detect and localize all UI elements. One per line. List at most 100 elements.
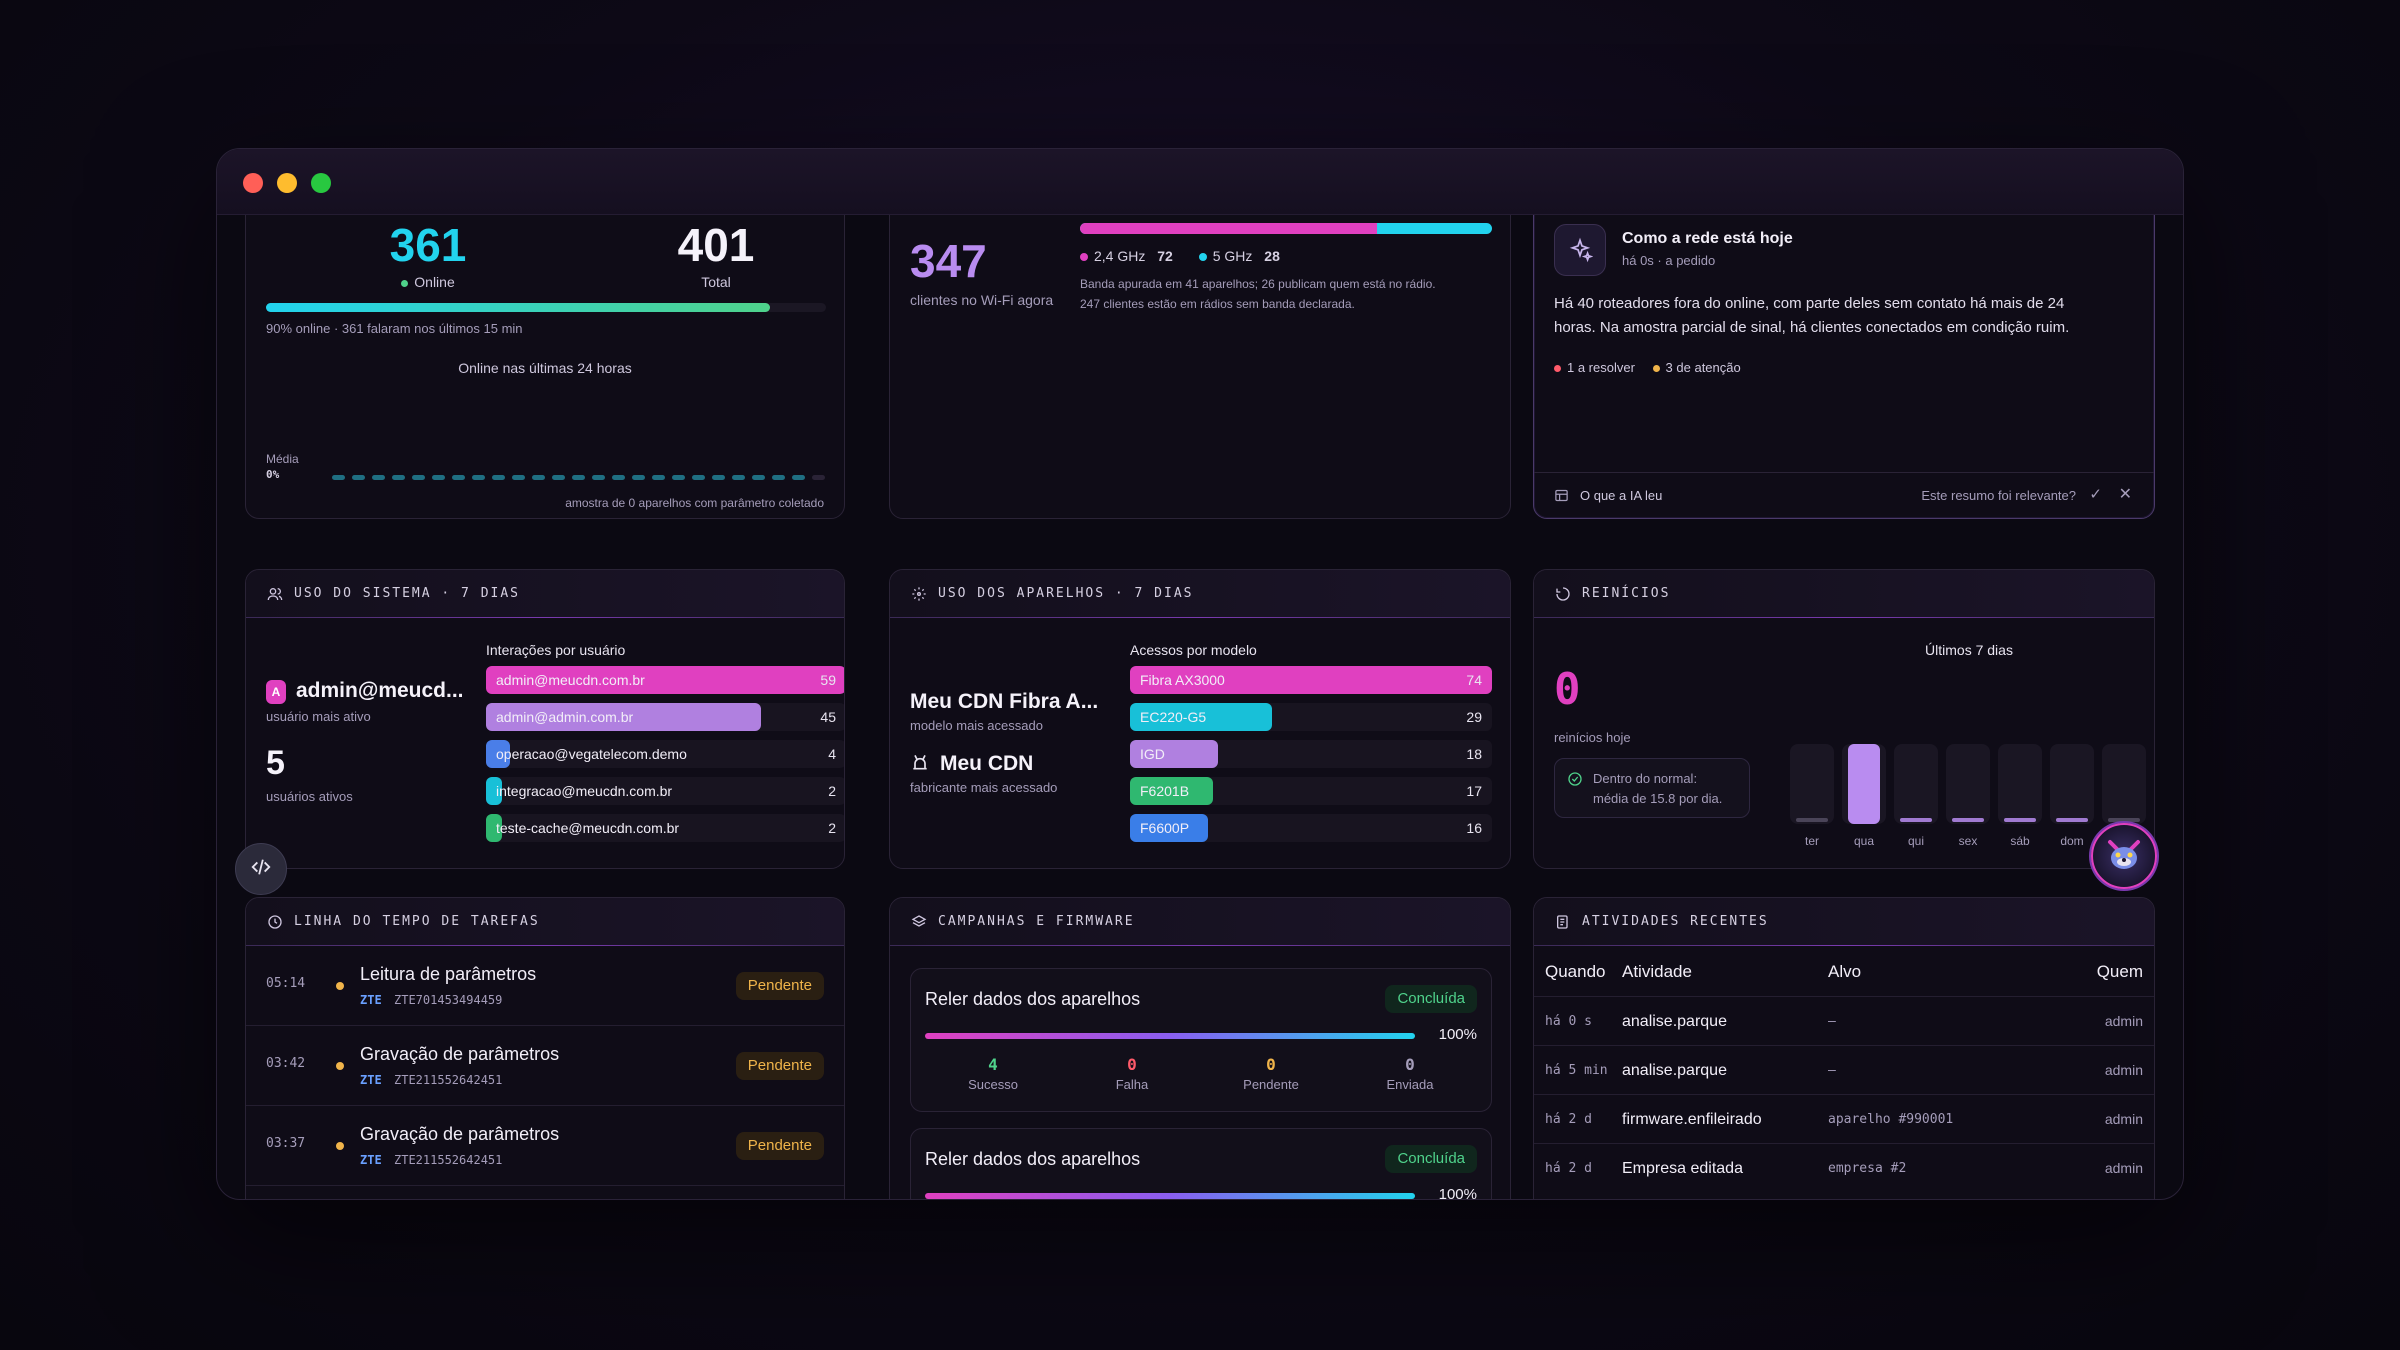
- user-interaction-row[interactable]: operacao@vegatelecom.demo 4: [486, 740, 844, 768]
- user-interaction-row[interactable]: admin@admin.com.br 45: [486, 703, 844, 731]
- activity-row[interactable]: há 0 s analise.parque — admin: [1534, 996, 2154, 1045]
- user-interaction-value: 2: [828, 783, 836, 799]
- close-window-button[interactable]: [243, 173, 263, 193]
- online-hour-mark: [732, 475, 745, 480]
- model-access-bar: [1130, 703, 1272, 731]
- restart-day-column[interactable]: [2050, 744, 2094, 824]
- task-row[interactable]: 03:42 Gravação de parâmetros ZTE ZTE2115526…: [246, 1026, 844, 1106]
- activity-row[interactable]: há 2 d Empresa editada empresa #2 admin: [1534, 1143, 2154, 1192]
- model-access-row[interactable]: IGD 18: [1130, 740, 1492, 768]
- restarts-normal-box: Dentro do normal: média de 15.8 por dia.: [1554, 758, 1750, 818]
- user-interaction-row[interactable]: admin@meucdn.com.br 59: [486, 666, 844, 694]
- online-hour-mark: [592, 475, 605, 480]
- col-who[interactable]: Quem: [2096, 962, 2143, 981]
- model-access-row[interactable]: F6201B 17: [1130, 777, 1492, 805]
- restart-day-column[interactable]: [1894, 744, 1938, 824]
- online-24h-dashes: [332, 475, 826, 481]
- model-access-value: 74: [1466, 672, 1482, 688]
- model-access-row[interactable]: F6600P 16: [1130, 814, 1492, 842]
- what-ai-read-link[interactable]: O que a IA leu: [1580, 488, 1663, 503]
- campaign-stat-value: 0: [1127, 1055, 1137, 1074]
- task-status-badge: Pendente: [735, 1132, 824, 1160]
- activity-row[interactable]: há 5 min analise.parque — admin: [1534, 1045, 2154, 1094]
- task-status-dot: [336, 1062, 344, 1070]
- task-row[interactable]: 05:14 Leitura de parâmetros ZTE ZTE70145349…: [246, 946, 844, 1026]
- top-model-name[interactable]: Meu CDN Fibra A...: [910, 690, 1099, 713]
- campaign-status-badge: Concluída: [1385, 1145, 1477, 1173]
- wifi-clients-count: 347: [910, 235, 987, 287]
- band-note-2: 247 clientes estão em rádios sem banda d…: [1080, 297, 1355, 311]
- online-hour-mark: [612, 475, 625, 480]
- model-access-value: 16: [1466, 820, 1482, 836]
- campaign-progress-bar: [925, 1033, 1415, 1039]
- restart-day-bar: [2056, 818, 2088, 822]
- restart-day-bar: [1900, 818, 1932, 822]
- maximize-window-button[interactable]: [311, 173, 331, 193]
- active-users-label: usuários ativos: [266, 789, 353, 804]
- code-icon: [250, 856, 272, 883]
- user-interaction-row[interactable]: integracao@meucdn.com.br 2: [486, 777, 844, 805]
- model-access-row[interactable]: EC220-G5 29: [1130, 703, 1492, 731]
- activity-name: firmware.enfileirado: [1622, 1111, 1762, 1128]
- user-interaction-label: integracao@meucdn.com.br: [496, 783, 673, 799]
- model-access-bar: [1130, 814, 1209, 842]
- online-hour-mark: [452, 475, 465, 480]
- model-access-value: 18: [1466, 746, 1482, 762]
- model-access-label: IGD: [1140, 746, 1165, 762]
- task-brand: ZTE: [360, 1073, 382, 1087]
- top-user-name[interactable]: admin@meucd...: [296, 679, 464, 702]
- device-usage-title: USO DOS APARELHOS · 7 DIAS: [938, 586, 1194, 601]
- minimize-window-button[interactable]: [277, 173, 297, 193]
- top-maker-name[interactable]: Meu CDN: [940, 752, 1034, 775]
- col-activity[interactable]: Atividade: [1622, 962, 1692, 981]
- dismiss-summary-button[interactable]: ✕: [2118, 486, 2132, 503]
- campaign-status-badge: Concluída: [1385, 985, 1477, 1013]
- restart-day-column[interactable]: [1842, 744, 1886, 824]
- total-count: 401: [677, 219, 755, 271]
- user-interaction-row[interactable]: teste-cache@meucdn.com.br 2: [486, 814, 844, 842]
- activity-row[interactable]: há 2 d firmware.enfileirado aparelho #9900…: [1534, 1094, 2154, 1143]
- task-time: 05:14: [266, 976, 306, 991]
- online-hour-mark: [412, 475, 425, 480]
- campaign-stat-value: 0: [1405, 1055, 1415, 1074]
- campaign-item[interactable]: Reler dados dos aparelhos Concluída 100%: [910, 1128, 1492, 1199]
- activity-who: admin: [2104, 1062, 2143, 1078]
- relevant-yes-button[interactable]: ✓: [2089, 486, 2102, 503]
- task-title: Leitura de parâmetros: [360, 964, 537, 984]
- restart-day-column[interactable]: [1998, 744, 2042, 824]
- online-hour-mark: [552, 475, 565, 480]
- activity-name: analise.parque: [1622, 1062, 1727, 1079]
- online-label: Online: [414, 274, 455, 290]
- assistant-avatar-button[interactable]: [2091, 823, 2157, 889]
- clock-icon: [266, 913, 284, 931]
- activities-header: ATIVIDADES RECENTES: [1534, 898, 2154, 946]
- user-interaction-bar: [486, 666, 844, 694]
- activity-when: há 5 min: [1545, 1063, 1608, 1078]
- col-when[interactable]: Quando: [1545, 962, 1606, 981]
- user-interaction-value: 59: [820, 672, 836, 688]
- log-icon: [1554, 913, 1572, 931]
- campaign-stat-label: Falha: [1115, 1077, 1149, 1092]
- band-legend: 2,4 GHz 72 5 GHz 28: [1080, 248, 1280, 264]
- dev-tools-button[interactable]: [235, 843, 287, 895]
- activity-target: —: [1828, 1063, 1836, 1078]
- model-access-label: Fibra AX3000: [1140, 672, 1225, 688]
- device-usage-header: USO DOS APARELHOS · 7 DIAS: [890, 570, 1510, 618]
- model-access-row[interactable]: Fibra AX3000 74: [1130, 666, 1492, 694]
- attention-dot: [1652, 365, 1660, 372]
- col-target[interactable]: Alvo: [1828, 962, 1862, 981]
- campaign-progress-value: 100%: [1438, 1186, 1477, 1199]
- restart-day-column[interactable]: [1790, 744, 1834, 824]
- active-users-count: 5: [266, 744, 285, 782]
- top-user-label: usuário mais ativo: [266, 709, 371, 724]
- system-usage-card: USO DO SISTEMA · 7 DIAS A admin@meucd...…: [245, 569, 845, 869]
- layers-icon: [910, 913, 928, 931]
- restart-day-column[interactable]: [1946, 744, 1990, 824]
- task-row[interactable]: 03:37 Gravação de parâmetros ZTE ZTE2115526…: [246, 1106, 844, 1186]
- restart-day-column[interactable]: [2102, 744, 2146, 824]
- restarts-chart-title: Últimos 7 dias: [1925, 642, 2013, 658]
- campaigns-card: CAMPANHAS E FIRMWARE Reler dados dos apa…: [889, 897, 1511, 1199]
- restart-icon: [1554, 585, 1572, 603]
- dashboard-content: 361 Online 401 Total 90% online · 361 fa…: [217, 215, 2183, 1199]
- campaign-item[interactable]: Reler dados dos aparelhos Concluída 100%…: [910, 968, 1492, 1112]
